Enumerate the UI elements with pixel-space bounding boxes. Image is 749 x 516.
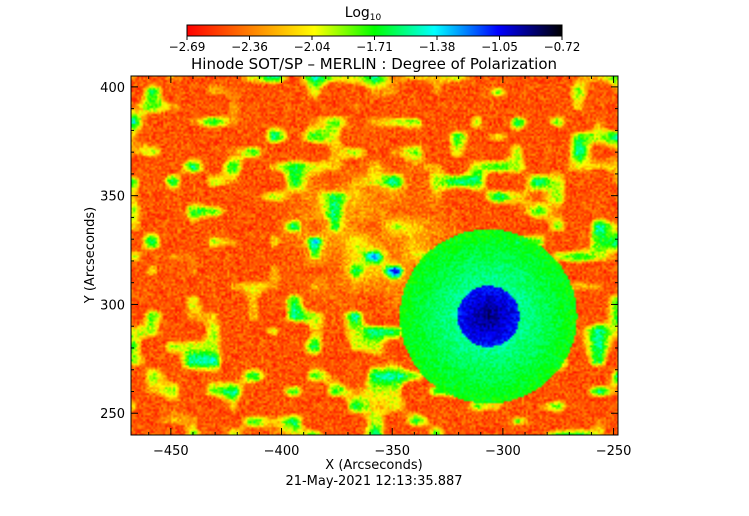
x-tick-label: −400 [264, 444, 300, 459]
colorbar-ticks: −2.69 −2.36 −2.04 −1.71 −1.38 −1.05 −0.72 [169, 36, 581, 54]
y-axis: 250 300 350 400 [100, 81, 618, 422]
x-axis: −450 −400 −350 −300 −250 [148, 76, 632, 459]
y-axis-label: Y (Arcseconds) [83, 207, 98, 304]
colorbar-label: Log10 [345, 5, 382, 23]
y-tick-label: 400 [100, 81, 125, 96]
heatmap-image [131, 76, 618, 435]
colorbar [186, 24, 563, 37]
x-tick-label: −250 [596, 444, 632, 459]
colorbar-tick-label: −0.72 [544, 40, 581, 54]
colorbar-tick-label: −1.05 [481, 40, 518, 54]
colorbar-tick-label: −1.71 [356, 40, 393, 54]
x-tick-label: −450 [153, 444, 189, 459]
colorbar-tick-label: −1.38 [419, 40, 456, 54]
y-tick-label: 250 [100, 407, 125, 422]
colorbar-tick-label: −2.69 [169, 40, 206, 54]
y-tick-label: 350 [100, 190, 125, 205]
x-tick-label: −350 [374, 444, 410, 459]
plot-frame [130, 75, 619, 436]
timestamp: 21-May-2021 12:13:35.887 [285, 474, 462, 489]
colorbar-tick-label: −2.04 [294, 40, 331, 54]
colorbar-tick-label: −2.36 [231, 40, 268, 54]
x-tick-label: −300 [485, 444, 521, 459]
x-axis-label: X (Arcseconds) [325, 458, 422, 473]
chart-title: Hinode SOT/SP – MERLIN : Degree of Polar… [191, 55, 557, 73]
y-tick-label: 300 [100, 298, 125, 313]
heatmap-raster [131, 76, 618, 435]
